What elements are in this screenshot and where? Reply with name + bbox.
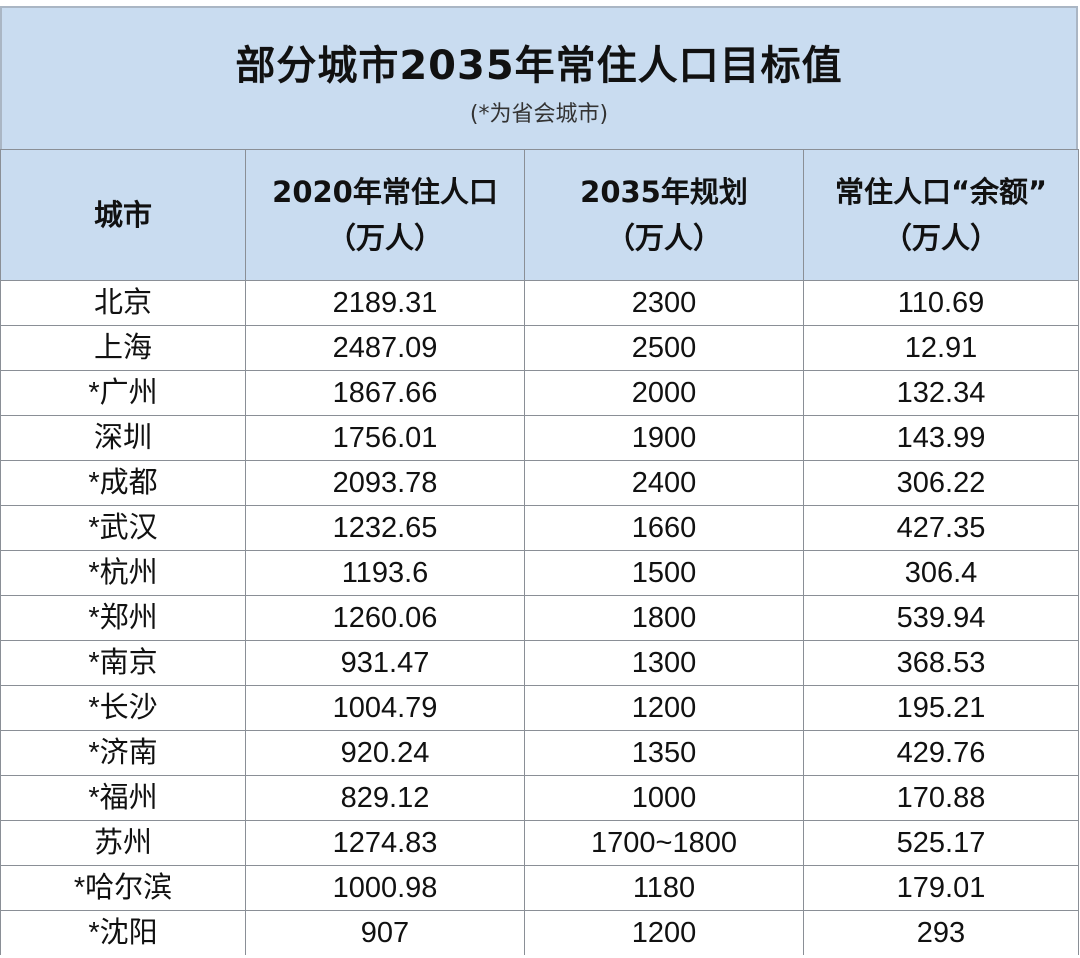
table-row: 北京 2189.31 2300 110.69	[0, 280, 1079, 326]
cell-plan-2035: 1500	[524, 550, 804, 596]
cell-city: 北京	[0, 280, 246, 326]
cell-remaining: 368.53	[803, 640, 1079, 686]
cell-population-2020: 1867.66	[245, 370, 525, 416]
cell-plan-2035: 2300	[524, 280, 804, 326]
table-row: *成都 2093.78 2400 306.22	[0, 460, 1079, 506]
cell-city: 苏州	[0, 820, 246, 866]
cell-plan-2035: 1900	[524, 415, 804, 461]
cell-city: *广州	[0, 370, 246, 416]
cell-city: *沈阳	[0, 910, 246, 955]
cell-population-2020: 1756.01	[245, 415, 525, 461]
cell-population-2020: 2093.78	[245, 460, 525, 506]
cell-remaining: 306.22	[803, 460, 1079, 506]
cell-population-2020: 1274.83	[245, 820, 525, 866]
table-row: *南京 931.47 1300 368.53	[0, 640, 1079, 686]
table-header-row: 城市 2020年常住人口 （万人） 2035年规划 （万人） 常住人口“余额” …	[0, 149, 1079, 281]
page-subtitle: (*为省会城市)	[469, 102, 609, 127]
cell-population-2020: 1000.98	[245, 865, 525, 911]
cell-remaining: 132.34	[803, 370, 1079, 416]
cell-city: *郑州	[0, 595, 246, 641]
cell-plan-2035: 1800	[524, 595, 804, 641]
cell-city: *杭州	[0, 550, 246, 596]
cell-remaining: 195.21	[803, 685, 1079, 731]
cell-population-2020: 907	[245, 910, 525, 955]
cell-population-2020: 1004.79	[245, 685, 525, 731]
cell-city: *武汉	[0, 505, 246, 551]
cell-remaining: 179.01	[803, 865, 1079, 911]
cell-remaining: 539.94	[803, 595, 1079, 641]
column-header-plan-2035: 2035年规划 （万人）	[524, 149, 804, 281]
cell-city: 上海	[0, 325, 246, 371]
table-row: *哈尔滨 1000.98 1180 179.01	[0, 865, 1079, 911]
cell-city: *南京	[0, 640, 246, 686]
column-header-population-2020: 2020年常住人口 （万人）	[245, 149, 525, 281]
cell-remaining: 143.99	[803, 415, 1079, 461]
column-header-remaining: 常住人口“余额” （万人）	[803, 149, 1079, 281]
cell-plan-2035: 1200	[524, 910, 804, 955]
cell-city: *济南	[0, 730, 246, 776]
column-header-line: 2020年常住人口	[272, 175, 498, 209]
cell-plan-2035: 1660	[524, 505, 804, 551]
cell-population-2020: 931.47	[245, 640, 525, 686]
cell-plan-2035: 1350	[524, 730, 804, 776]
table-row: *郑州 1260.06 1800 539.94	[0, 595, 1079, 641]
cell-plan-2035: 1700~1800	[524, 820, 804, 866]
table-row: *杭州 1193.6 1500 306.4	[0, 550, 1079, 596]
cell-plan-2035: 1200	[524, 685, 804, 731]
table-row: 苏州 1274.83 1700~1800 525.17	[0, 820, 1079, 866]
cell-city: *哈尔滨	[0, 865, 246, 911]
table-body: 北京 2189.31 2300 110.69 上海 2487.09 2500 12.91 *广州…	[0, 280, 1079, 955]
column-header-unit: （万人）	[882, 221, 999, 255]
cell-remaining: 293	[803, 910, 1079, 955]
column-header-line: 城市	[93, 198, 152, 232]
cell-remaining: 170.88	[803, 775, 1079, 821]
cell-population-2020: 1260.06	[245, 595, 525, 641]
column-header-unit: （万人）	[605, 221, 722, 255]
table-row: *长沙 1004.79 1200 195.21	[0, 685, 1079, 731]
cell-city: *福州	[0, 775, 246, 821]
cell-plan-2035: 2000	[524, 370, 804, 416]
table-row: 上海 2487.09 2500 12.91	[0, 325, 1079, 371]
cell-population-2020: 920.24	[245, 730, 525, 776]
cell-population-2020: 1232.65	[245, 505, 525, 551]
cell-remaining: 427.35	[803, 505, 1079, 551]
table-row: *福州 829.12 1000 170.88	[0, 775, 1079, 821]
cell-population-2020: 2189.31	[245, 280, 525, 326]
cell-city: *长沙	[0, 685, 246, 731]
cell-plan-2035: 2400	[524, 460, 804, 506]
table-row: *沈阳 907 1200 293	[0, 910, 1079, 955]
cell-population-2020: 2487.09	[245, 325, 525, 371]
cell-remaining: 525.17	[803, 820, 1079, 866]
column-header-line: 常住人口“余额”	[834, 175, 1048, 209]
table-row: *武汉 1232.65 1660 427.35	[0, 505, 1079, 551]
cell-remaining: 429.76	[803, 730, 1079, 776]
column-header-city: 城市	[0, 149, 246, 281]
cell-population-2020: 829.12	[245, 775, 525, 821]
cell-city: *成都	[0, 460, 246, 506]
cell-remaining: 110.69	[803, 280, 1079, 326]
column-header-unit: （万人）	[326, 221, 443, 255]
cell-city: 深圳	[0, 415, 246, 461]
cell-remaining: 306.4	[803, 550, 1079, 596]
table-row: *济南 920.24 1350 429.76	[0, 730, 1079, 776]
table-row: 深圳 1756.01 1900 143.99	[0, 415, 1079, 461]
cell-plan-2035: 1180	[524, 865, 804, 911]
cell-plan-2035: 2500	[524, 325, 804, 371]
page-title: 部分城市2035年常住人口目标值	[235, 43, 843, 89]
title-block: 部分城市2035年常住人口目标值 (*为省会城市)	[0, 6, 1078, 149]
cell-plan-2035: 1000	[524, 775, 804, 821]
cell-plan-2035: 1300	[524, 640, 804, 686]
cell-population-2020: 1193.6	[245, 550, 525, 596]
population-table: 城市 2020年常住人口 （万人） 2035年规划 （万人） 常住人口“余额” …	[0, 149, 1079, 955]
column-header-line: 2035年规划	[580, 175, 748, 209]
cell-remaining: 12.91	[803, 325, 1079, 371]
table-row: *广州 1867.66 2000 132.34	[0, 370, 1079, 416]
